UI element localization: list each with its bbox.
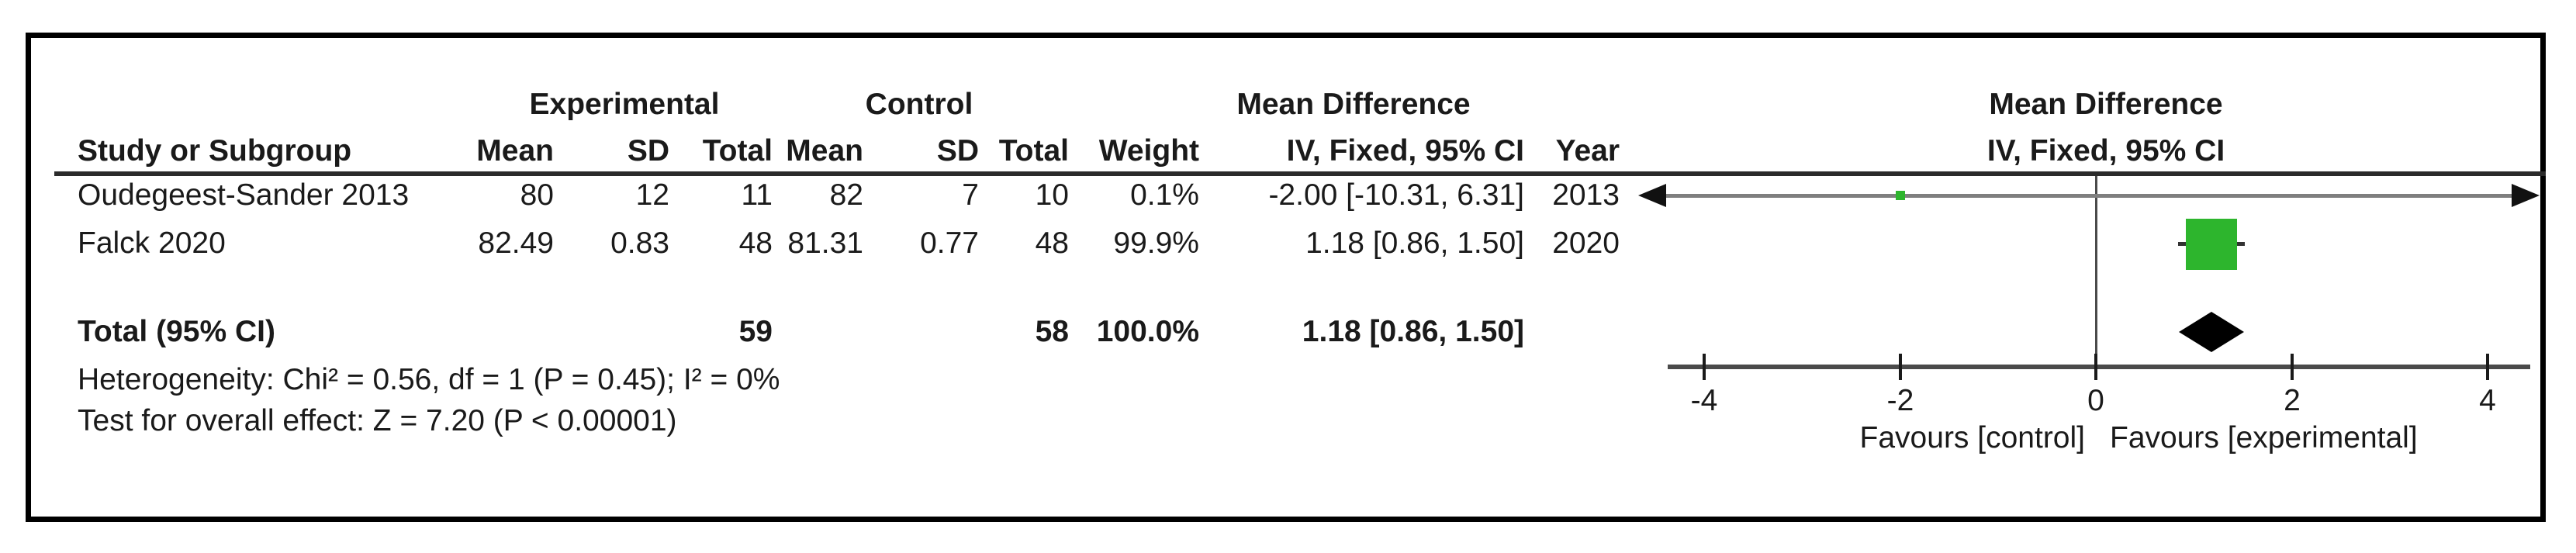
study1-ci-line [1665,194,2512,198]
axis-tick [1899,354,1902,380]
total-ctl-n: 58 [1035,315,1069,348]
column-header-weight: Weight [1098,134,1199,168]
column-header-study: Study or Subgroup [78,134,352,168]
axis-tick-label: -4 [1690,384,1718,417]
axis-tick [1703,354,1706,380]
total-exp-n: 59 [738,315,773,348]
cell-mean-ctl: 82 [829,178,863,212]
x-axis-line [1668,365,2530,369]
group-header-mean-difference: Mean Difference [1236,88,1471,121]
cell-year: 2013 [1552,178,1620,212]
column-header-sd-exp: SD [627,134,669,168]
column-header-ci: IV, Fixed, 95% CI [1286,134,1524,168]
overall-effect-note: Test for overall effect: Z = 7.20 (P < 0… [78,404,677,437]
group-header-experimental: Experimental [529,88,720,121]
cell-weight: 99.9% [1113,226,1199,260]
plot-header-ci: IV, Fixed, 95% CI [1986,134,2225,168]
cell-mean-exp: 80 [520,178,554,212]
column-header-total-ctl: Total [998,134,1069,168]
total-row-label: Total (95% CI) [78,315,275,348]
favours-experimental-label: Favours [experimental] [2110,421,2418,454]
column-header-total-exp: Total [702,134,773,168]
study2-point-estimate-marker [2186,219,2237,270]
cell-mean-exp: 82.49 [478,226,554,260]
cell-sd-ctl: 7 [962,178,979,212]
cell-total-exp: 48 [738,226,773,260]
cell-total-exp: 11 [741,178,773,212]
column-header-mean-ctl: Mean [786,134,863,168]
axis-tick-label: -2 [1886,384,1914,417]
study-name: Falck 2020 [78,226,226,260]
study1-ci-left-arrow-icon [1638,184,1666,207]
axis-tick [2486,354,2489,380]
group-header-control: Control [865,88,973,121]
cell-mean-ctl: 81.31 [787,226,863,260]
cell-sd-exp: 0.83 [610,226,669,260]
header-separator-line [54,171,2546,176]
cell-total-ctl: 48 [1035,226,1069,260]
axis-tick [2094,354,2097,380]
cell-ci: -2.00 [-10.31, 6.31] [1268,178,1524,212]
cell-sd-exp: 12 [635,178,669,212]
axis-tick-label: 4 [2479,384,2496,417]
column-header-year: Year [1555,134,1620,168]
cell-total-ctl: 10 [1035,178,1069,212]
study-name: Oudegeest-Sander 2013 [78,178,410,212]
favours-control-label: Favours [control] [1859,421,2085,454]
column-header-sd-ctl: SD [936,134,979,168]
study1-ci-right-arrow-icon [2512,184,2540,207]
cell-sd-ctl: 0.77 [920,226,979,260]
axis-tick [2291,354,2294,380]
axis-tick-label: 0 [2087,384,2104,417]
column-header-mean-exp: Mean [476,134,554,168]
axis-tick-label: 2 [2284,384,2301,417]
cell-weight: 0.1% [1130,178,1199,212]
heterogeneity-note: Heterogeneity: Chi² = 0.56, df = 1 (P = … [78,363,780,396]
study1-point-estimate-marker [1896,191,1905,200]
total-weight: 100.0% [1096,315,1199,348]
cell-ci: 1.18 [0.86, 1.50] [1305,226,1524,260]
zero-reference-line [2095,176,2097,369]
total-ci: 1.18 [0.86, 1.50] [1302,315,1524,348]
cell-year: 2020 [1552,226,1620,260]
figure-border [26,33,2546,522]
plot-header-mean-difference: Mean Difference [1989,88,2223,121]
